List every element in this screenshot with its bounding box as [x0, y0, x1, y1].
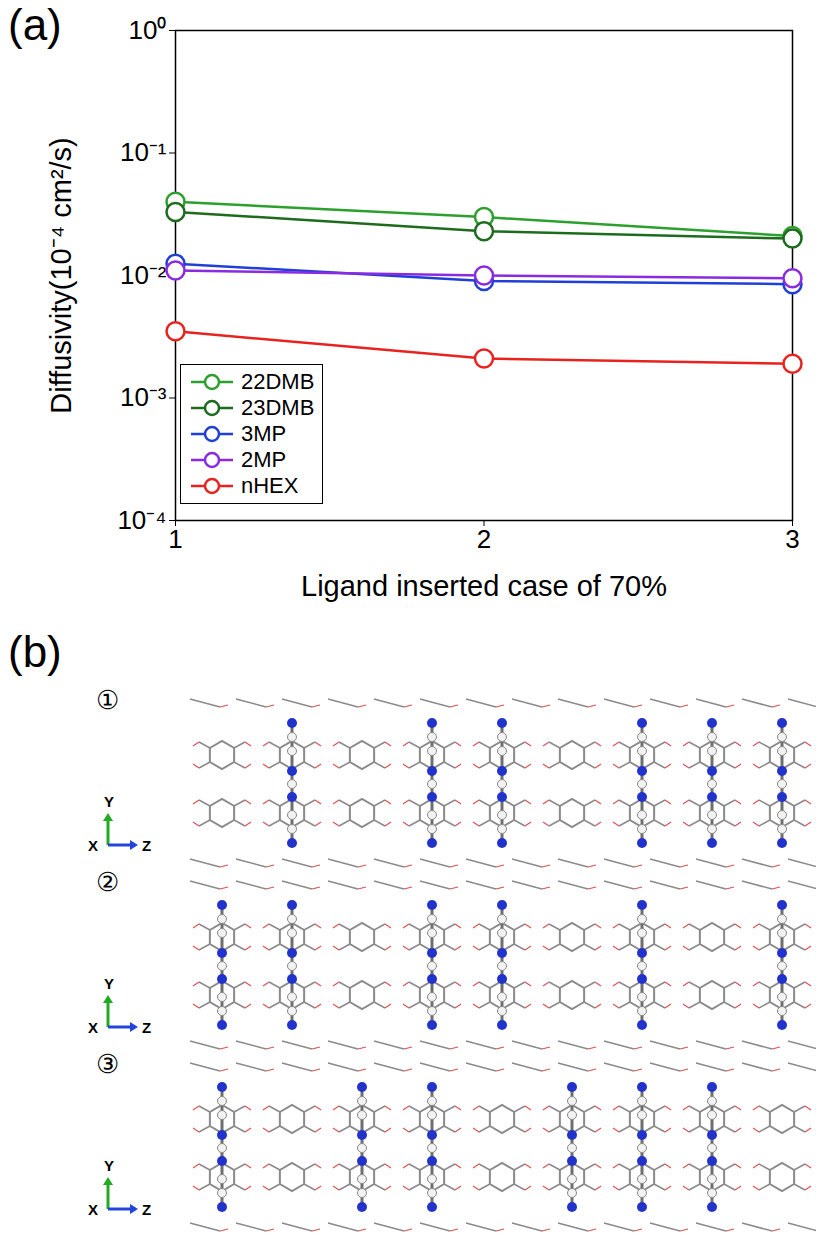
html-text:23DMB: 23DMB	[241, 395, 315, 420]
svg-text:10⁰: 10⁰	[129, 15, 167, 45]
svg-text:X: X	[88, 1019, 98, 1036]
svg-text:③: ③	[96, 1049, 119, 1079]
svg-text:X: X	[88, 837, 98, 854]
svg-text:3: 3	[785, 524, 799, 554]
svg-text:X: X	[88, 1201, 98, 1218]
svg-text:①: ①	[96, 685, 119, 715]
svg-text:10⁻⁴: 10⁻⁴	[117, 505, 166, 535]
svg-text:2: 2	[477, 524, 491, 554]
svg-text:②: ②	[96, 867, 119, 897]
svg-text:Z: Z	[142, 1019, 151, 1036]
svg-text:Z: Z	[142, 1201, 151, 1218]
svg-text:Y: Y	[104, 793, 114, 810]
svg-text:Y: Y	[104, 975, 114, 992]
svg-text:Z: Z	[142, 837, 151, 854]
svg-text:Diffusivity(10⁻⁴ cm²/s): Diffusivity(10⁻⁴ cm²/s)	[45, 137, 77, 414]
svg-text:Y: Y	[104, 1157, 114, 1174]
svg-text:10⁻¹: 10⁻¹	[120, 137, 167, 167]
html-text:3MP: 3MP	[241, 421, 287, 446]
html-text:(a): (a)	[8, 0, 62, 49]
svg-text:1: 1	[168, 524, 182, 554]
html-text:nHEX: nHEX	[241, 473, 299, 498]
html-text:2MP: 2MP	[241, 447, 287, 472]
svg-text:10⁻³: 10⁻³	[120, 382, 167, 412]
html-text:22DMB: 22DMB	[241, 369, 315, 394]
svg-text:10⁻²: 10⁻²	[120, 260, 167, 290]
svg-text:Ligand inserted case of 70%: Ligand inserted case of 70%	[301, 570, 667, 602]
svg-text:(b): (b)	[8, 627, 62, 676]
